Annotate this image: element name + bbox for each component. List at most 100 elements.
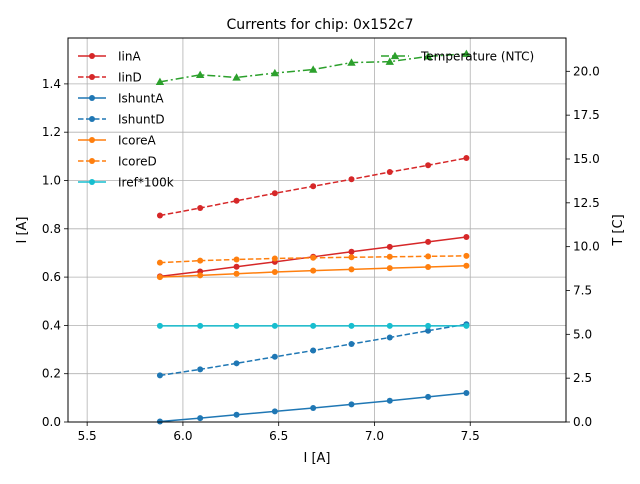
legend-right: Temperature (NTC) xyxy=(381,50,534,64)
grid xyxy=(68,38,566,423)
data-point-iina xyxy=(425,238,432,245)
data-point-iref-100k xyxy=(156,322,163,329)
data-point-temperature-ntc xyxy=(155,77,165,85)
legend-item-iina: IinA xyxy=(78,50,141,64)
data-point-ishuntd xyxy=(348,340,355,347)
data-point-iina xyxy=(386,243,393,250)
data-point-ishuntd xyxy=(271,353,278,360)
data-point-iind xyxy=(197,205,204,212)
legend-label-ishuntd: IshuntD xyxy=(118,113,165,127)
data-point-icored xyxy=(197,257,204,264)
data-point-icorea xyxy=(463,262,470,269)
y2-tick-label: 2.5 xyxy=(573,371,592,385)
plot-frame xyxy=(67,37,567,423)
legend-marker-temperature-ntc xyxy=(390,51,400,60)
legend-label-iina: IinA xyxy=(118,50,141,64)
data-point-ishunta xyxy=(197,415,204,422)
legend-item-iref-100k: Iref*100k xyxy=(78,176,174,190)
data-point-temperature-ntc xyxy=(385,57,394,65)
x-tick-label: 7.0 xyxy=(365,429,384,443)
data-point-temperature-ntc xyxy=(270,68,280,77)
y2-tick-label: 15.0 xyxy=(573,152,600,166)
legend-marker-iina xyxy=(89,53,95,59)
data-point-ishuntd xyxy=(156,372,163,379)
data-point-ishunta xyxy=(425,393,432,400)
data-point-ishuntd xyxy=(233,360,240,367)
data-point-iind xyxy=(156,212,163,219)
data-point-iina xyxy=(463,234,470,241)
series-icorea xyxy=(156,262,470,281)
legend-item-temperature-ntc: Temperature (NTC) xyxy=(381,50,534,64)
data-point-iind xyxy=(463,155,470,162)
y-tick-label: 1.2 xyxy=(42,125,61,139)
legend-item-iind: IinD xyxy=(78,71,142,85)
y2-tick-label: 0.0 xyxy=(573,415,592,429)
data-point-iind xyxy=(310,183,317,190)
data-point-ishuntd xyxy=(197,366,204,373)
data-point-iind xyxy=(386,169,393,176)
data-point-icorea xyxy=(425,263,432,270)
data-point-temperature-ntc xyxy=(195,70,205,78)
series-temperature-ntc xyxy=(155,49,471,85)
data-point-temperature-ntc xyxy=(232,73,241,81)
data-point-iind xyxy=(425,162,432,169)
legend-item-ishuntd: IshuntD xyxy=(78,113,165,127)
y-tick-label: 1.4 xyxy=(42,77,61,91)
y-tick-label: 0.2 xyxy=(42,367,61,381)
y-tick-label: 0.6 xyxy=(42,270,61,284)
data-point-ishunta xyxy=(463,390,470,397)
legend-label-iind: IinD xyxy=(118,71,142,85)
legend-label-ishunta: IshuntA xyxy=(118,92,164,106)
data-point-temperature-ntc xyxy=(462,49,471,57)
x-tick-label: 7.5 xyxy=(461,429,480,443)
x-tick-label: 6.0 xyxy=(173,429,192,443)
data-point-icored xyxy=(233,256,240,263)
data-point-ishunta xyxy=(310,404,317,411)
data-point-ishuntd xyxy=(310,347,317,354)
data-point-icorea xyxy=(156,274,163,281)
legend-label-icored: IcoreD xyxy=(118,155,157,169)
y-tick-label: 0.8 xyxy=(42,222,61,236)
data-point-ishuntd xyxy=(386,334,393,341)
data-point-iind xyxy=(233,197,240,204)
data-point-iind xyxy=(271,190,278,197)
y2-tick-label: 17.5 xyxy=(573,108,600,122)
y2-tick-label: 10.0 xyxy=(573,240,600,254)
y2-tick-label: 5.0 xyxy=(573,327,592,341)
legend-label-temperature-ntc: Temperature (NTC) xyxy=(420,50,534,64)
data-point-icored xyxy=(386,253,393,260)
data-point-temperature-ntc xyxy=(347,58,356,66)
legend-label-icorea: IcoreA xyxy=(118,134,157,148)
data-point-icorea xyxy=(386,265,393,272)
y2-tick-label: 20.0 xyxy=(573,64,600,78)
legend-label-iref-100k: Iref*100k xyxy=(118,176,174,190)
data-point-ishunta xyxy=(233,411,240,418)
legend-item-ishunta: IshuntA xyxy=(78,92,164,106)
data-point-icored xyxy=(271,255,278,262)
y-axis-label: I [A] xyxy=(15,216,30,243)
y2-axis-label: T [C] xyxy=(611,214,626,246)
data-point-iref-100k xyxy=(310,322,317,329)
data-point-temperature-ntc xyxy=(308,65,318,73)
data-point-icorea xyxy=(271,269,278,276)
data-point-iref-100k xyxy=(463,322,470,329)
y2-tick-label: 7.5 xyxy=(573,283,592,297)
chart-title: Currents for chip: 0x152c7 xyxy=(226,17,413,33)
data-point-icored xyxy=(310,254,317,261)
series-layer xyxy=(155,49,471,425)
data-point-iref-100k xyxy=(271,322,278,329)
legend-marker-ishuntd xyxy=(89,116,95,122)
data-point-ishuntd xyxy=(425,327,432,334)
series-iref-100k xyxy=(156,322,470,329)
data-point-icorea xyxy=(197,272,204,279)
data-point-temperature-ntc xyxy=(423,52,433,60)
data-point-iref-100k xyxy=(386,322,393,329)
y-tick-label: 0.0 xyxy=(42,415,61,429)
data-point-ishunta xyxy=(348,401,355,408)
y-axis-left: 0.0 0.2 0.4 0.6 0.8 1.0 1.2 1.4 xyxy=(42,77,68,429)
data-point-iind xyxy=(348,176,355,183)
data-point-icored xyxy=(425,253,432,260)
